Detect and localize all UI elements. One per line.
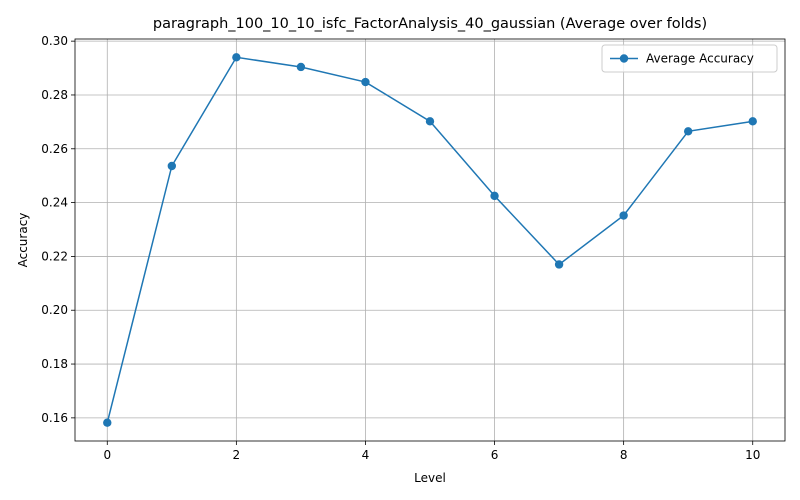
data-point: [490, 191, 499, 201]
y-tick-label: 0.28: [41, 88, 68, 102]
x-axis: 0 2 4 6 8 10: [103, 441, 760, 462]
plot-area: [75, 39, 785, 441]
y-tick-label: 0.24: [41, 196, 68, 210]
y-axis: 0.16 0.18 0.20 0.22 0.24 0.26 0.28 0.30: [41, 34, 75, 425]
data-point: [683, 127, 693, 136]
data-point: [103, 418, 112, 427]
y-tick-label: 0.16: [41, 411, 68, 425]
grid: [75, 39, 785, 441]
data-point: [167, 161, 177, 171]
y-tick-label: 0.22: [41, 249, 68, 263]
x-axis-label: Level: [414, 471, 446, 485]
legend-label: Average Accuracy: [646, 52, 754, 66]
x-tick-label: 2: [233, 448, 241, 462]
chart-title: paragraph_100_10_10_isfc_FactorAnalysis_…: [153, 16, 707, 32]
x-tick-label: 0: [103, 448, 111, 462]
plot-frame: [74, 38, 786, 442]
y-tick-label: 0.26: [41, 142, 68, 156]
data-point: [748, 117, 757, 126]
legend-box: [601, 44, 778, 73]
data-point: [296, 62, 306, 72]
y-tick-label: 0.30: [41, 34, 68, 48]
y-axis-label: Accuracy: [16, 213, 30, 268]
data-point: [619, 211, 628, 220]
x-tick-label: 10: [745, 448, 760, 462]
data-point: [425, 117, 435, 126]
x-tick-label: 4: [362, 448, 370, 462]
x-tick-label: 6: [491, 448, 499, 462]
y-tick-label: 0.18: [41, 357, 68, 371]
data-point: [361, 77, 370, 87]
legend: Average Accuracy: [601, 44, 778, 73]
legend-marker: [619, 54, 629, 63]
series-average-accuracy: [103, 53, 757, 427]
series-layer: [103, 53, 757, 427]
data-point: [232, 53, 241, 62]
y-tick-label: 0.20: [41, 303, 68, 317]
data-point: [554, 260, 564, 269]
x-tick-label: 8: [620, 448, 628, 462]
